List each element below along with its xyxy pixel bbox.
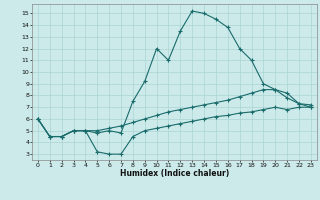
X-axis label: Humidex (Indice chaleur): Humidex (Indice chaleur): [120, 169, 229, 178]
